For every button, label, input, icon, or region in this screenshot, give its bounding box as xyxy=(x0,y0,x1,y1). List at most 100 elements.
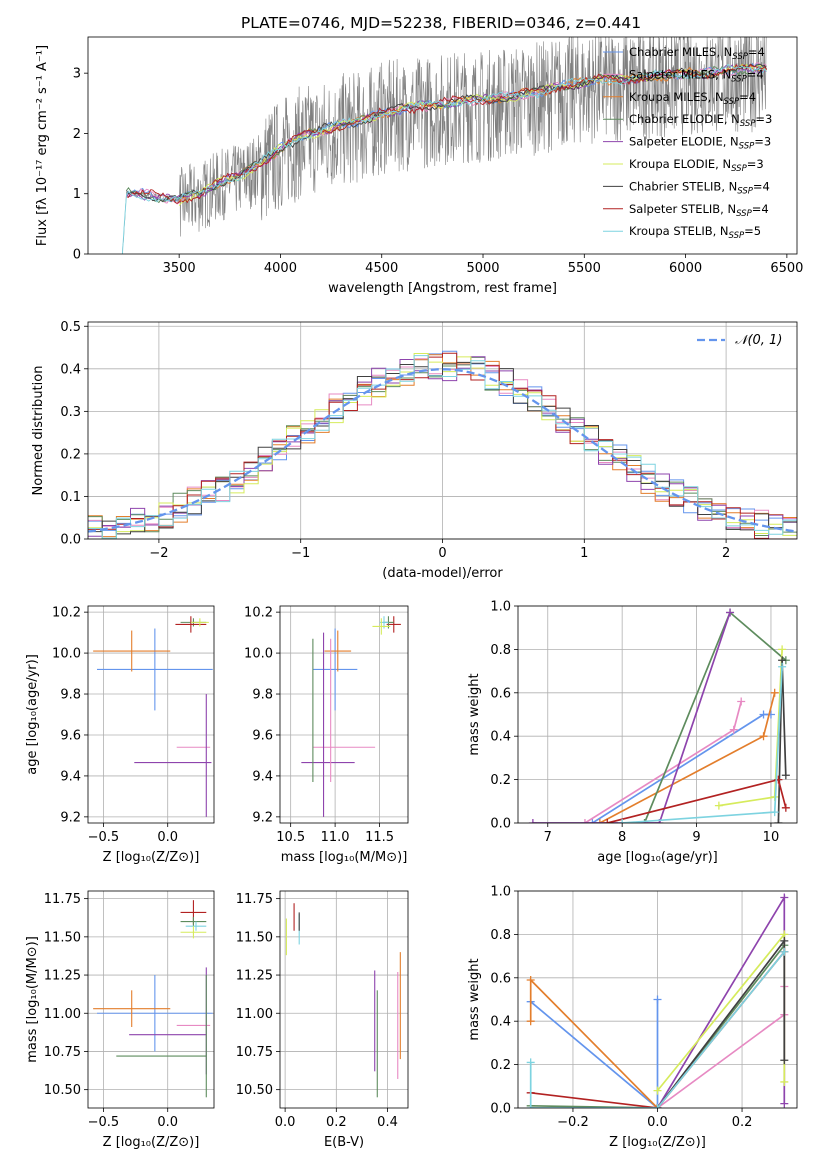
model-spectrum-line xyxy=(126,63,768,203)
x-tick-label: 0 xyxy=(438,546,446,561)
y-tick-label: 0.1 xyxy=(60,490,81,505)
y-tick-label: 11.25 xyxy=(44,969,81,984)
x-axis-label: (data-model)/error xyxy=(382,566,503,581)
y-tick-label: 0.5 xyxy=(60,320,81,335)
weight-series-line xyxy=(530,999,659,1108)
weight-marker xyxy=(780,1056,789,1065)
panel-residuals: −2 −1 0 1 2 0.0 0.1 0.2 0.3 0.4 0.5 (data-model)/er… xyxy=(31,320,798,581)
errorbar-point xyxy=(312,628,358,711)
y-tick-label: 10.75 xyxy=(44,1045,81,1060)
ticks: −0.5 0.0 10.50 10.75 11.00 11.25 11.50 11.75 xyxy=(44,892,178,1130)
errorbar-point xyxy=(386,616,401,633)
y-tick-label: 0.8 xyxy=(490,643,511,658)
ticks: 0.0 0.2 0.4 10.50 10.75 11.00 11.25 11.50 11.75 xyxy=(236,892,398,1130)
panel-spectrum: 3500 4000 4500 5000 5500 6000 6500 0 1 2 3 waveleng… xyxy=(35,36,804,296)
x-axis-label: age [log₁₀(age/yr)] xyxy=(597,850,718,865)
weight-marker xyxy=(729,725,738,734)
y-tick-label: 0.8 xyxy=(490,928,511,943)
legend-entry: Chabrier STELIB, NSSP=4 xyxy=(629,179,770,196)
x-tick-label: 10.5 xyxy=(276,830,305,845)
errorbar-point xyxy=(93,990,171,1028)
histogram-series xyxy=(88,350,797,531)
weight-marker xyxy=(580,819,589,823)
normal-curve xyxy=(88,368,795,533)
legend: Chabrier MILES, NSSP=4 Salpeter MILES, NS… xyxy=(603,45,772,241)
x-tick-label: 8 xyxy=(618,830,626,845)
ticks: 7 8 9 10 0.0 0.2 0.4 0.6 0.8 1.0 xyxy=(490,600,779,846)
axes-frame xyxy=(87,321,798,540)
y-tick-label: 0.0 xyxy=(490,817,511,832)
panel-weight_vs_Z: −0.2 0.0 0.2 0.0 0.2 0.4 0.6 0.8 1.0 Z [log₁₀(Z/Z… xyxy=(467,885,798,1150)
plot-area xyxy=(93,900,213,1098)
plot-area xyxy=(285,903,401,1098)
weight-marker xyxy=(774,819,783,823)
weight-marker xyxy=(528,819,537,823)
y-tick-label: 11.25 xyxy=(236,969,273,984)
y-tick-label: 10.0 xyxy=(52,647,81,662)
legend-entry: Kroupa ELODIE, NSSP=3 xyxy=(629,157,764,174)
x-axis-label: Z [log₁₀(Z/Z⊙)] xyxy=(609,1135,706,1150)
y-tick-label: 9.8 xyxy=(252,688,273,703)
weight-marker xyxy=(770,688,779,697)
x-tick-label: −0.2 xyxy=(557,1115,589,1130)
errorbar-point xyxy=(97,628,213,711)
x-tick-label: 0.2 xyxy=(326,1115,347,1130)
panel-mass_vs_Z: −0.5 0.0 10.50 10.75 11.00 11.25 11.50 11.75 Z [… xyxy=(25,890,215,1150)
x-tick-label: 4500 xyxy=(365,261,398,276)
y-tick-label: 10.75 xyxy=(236,1045,273,1060)
weight-marker xyxy=(781,771,790,780)
y-tick-label: 0.4 xyxy=(490,1015,511,1030)
x-tick-label: 0.0 xyxy=(157,830,178,845)
panel-age_vs_mass: 10.5 11.0 11.5 9.2 9.4 9.6 9.8 10.0 10.2 mass [lo… xyxy=(244,605,409,865)
errorbar-point xyxy=(185,921,207,931)
y-tick-label: 11.50 xyxy=(236,930,273,945)
x-tick-label: −0.5 xyxy=(88,830,120,845)
errorbar-point xyxy=(372,618,391,635)
y-tick-label: 0.2 xyxy=(490,1058,511,1073)
y-tick-label: 0.4 xyxy=(60,362,81,377)
x-tick-label: 5000 xyxy=(466,261,499,276)
weight-marker xyxy=(780,1099,789,1108)
legend-entry: Chabrier ELODIE, NSSP=3 xyxy=(629,112,772,129)
y-tick-label: 11.75 xyxy=(44,892,81,907)
weight-marker xyxy=(778,662,787,671)
weight-marker xyxy=(780,893,789,902)
y-tick-label: 3 xyxy=(73,67,81,82)
axes-frame xyxy=(87,36,798,255)
errorbar-point xyxy=(180,916,207,927)
y-tick-label: 11.00 xyxy=(236,1007,273,1022)
y-axis-label: age [log₁₀(age/yr)] xyxy=(25,654,40,775)
plot-area xyxy=(301,616,401,817)
weight-marker xyxy=(653,1086,662,1095)
weight-marker xyxy=(653,1104,662,1108)
errorbar-point xyxy=(324,630,352,672)
y-tick-label: 10.2 xyxy=(52,606,81,621)
weight-marker xyxy=(526,1017,535,1026)
y-tick-label: 9.6 xyxy=(60,728,81,743)
weight-marker xyxy=(640,819,649,823)
weight-marker xyxy=(526,975,535,984)
x-tick-label: 0.0 xyxy=(275,1115,296,1130)
x-tick-label: −2 xyxy=(149,546,168,561)
y-tick-label: 2 xyxy=(73,127,81,142)
ticks: −2 −1 0 1 2 0.0 0.1 0.2 0.3 0.4 0.5 xyxy=(60,320,730,561)
weight-series-line xyxy=(529,951,785,1108)
x-tick-label: 0.2 xyxy=(732,1115,753,1130)
errorbar-point xyxy=(175,616,207,633)
x-tick-label: 11.5 xyxy=(365,830,394,845)
weight-marker xyxy=(526,1104,535,1108)
y-axis-label: mass [log₁₀(M/M⊙)] xyxy=(25,936,40,1063)
legend-entry: Salpeter ELODIE, NSSP=3 xyxy=(629,135,771,152)
plot-area xyxy=(93,616,213,817)
y-tick-label: 9.8 xyxy=(60,688,81,703)
legend-entry: Kroupa MILES, NSSP=4 xyxy=(629,90,756,107)
y-tick-label: 0.6 xyxy=(490,971,511,986)
ticks: 3500 4000 4500 5000 5500 6000 6500 0 1 2 3 xyxy=(73,67,804,276)
x-axis-label: Z [log₁₀(Z/Z⊙)] xyxy=(103,850,200,865)
weight-marker xyxy=(653,995,662,1004)
weight-marker xyxy=(526,1058,535,1067)
x-tick-label: 3500 xyxy=(163,261,196,276)
x-tick-label: 5500 xyxy=(568,261,601,276)
axes-frame xyxy=(517,605,798,824)
